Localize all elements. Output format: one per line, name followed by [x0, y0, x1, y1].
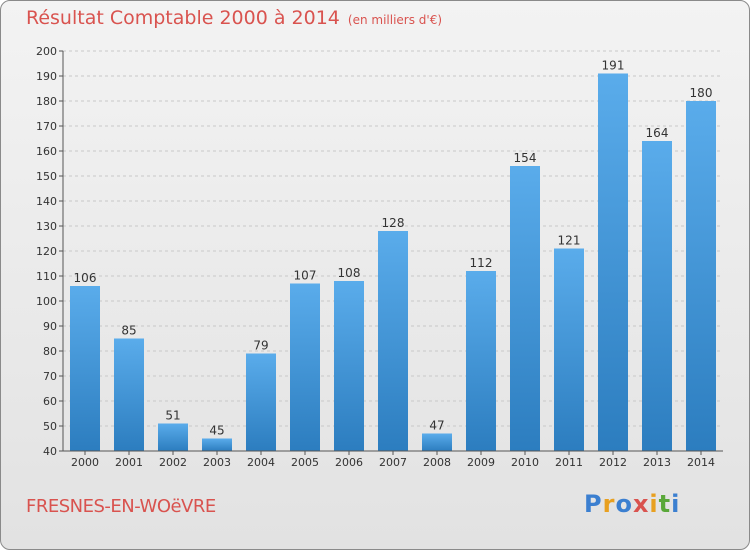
y-tick-label: 100 — [36, 295, 57, 308]
y-tick-label: 60 — [43, 395, 57, 408]
bar — [422, 433, 452, 451]
logo-letter: P — [584, 490, 603, 518]
x-tick-label: 2014 — [687, 456, 715, 469]
data-label: 191 — [602, 59, 625, 73]
x-tick-label: 2005 — [291, 456, 319, 469]
data-label: 45 — [209, 424, 224, 438]
x-tick-label: 2012 — [599, 456, 627, 469]
x-tick-label: 2001 — [115, 456, 143, 469]
data-label: 108 — [338, 266, 361, 280]
x-tick-label: 2009 — [467, 456, 495, 469]
y-tick-label: 180 — [36, 95, 57, 108]
bar — [202, 438, 232, 451]
data-label: 112 — [470, 256, 493, 270]
y-tick-label: 190 — [36, 70, 57, 83]
logo-letter: o — [615, 490, 633, 518]
bar — [466, 271, 496, 451]
y-tick-label: 120 — [36, 245, 57, 258]
y-tick-label: 200 — [36, 45, 57, 58]
x-tick-label: 2011 — [555, 456, 583, 469]
x-tick-label: 2002 — [159, 456, 187, 469]
bar — [510, 166, 540, 451]
x-tick-label: 2008 — [423, 456, 451, 469]
y-tick-label: 110 — [36, 270, 57, 283]
y-tick-label: 70 — [43, 370, 57, 383]
y-tick-label: 140 — [36, 195, 57, 208]
chart-subtitle: (en milliers d'€) — [347, 13, 443, 27]
y-tick-label: 50 — [43, 420, 57, 433]
logo-letter: x — [632, 490, 650, 518]
y-tick-label: 170 — [36, 120, 57, 133]
commune-name: FRESNES-EN-WOëVRE — [26, 496, 216, 517]
x-tick-label: 2006 — [335, 456, 363, 469]
bar — [378, 231, 408, 451]
data-label: 106 — [74, 271, 97, 285]
data-label: 85 — [121, 324, 136, 338]
y-tick-label: 80 — [43, 345, 57, 358]
logo-letter: t — [658, 490, 672, 518]
x-tick-label: 2010 — [511, 456, 539, 469]
data-label: 164 — [646, 126, 669, 140]
data-label: 121 — [558, 234, 581, 248]
x-tick-label: 2013 — [643, 456, 671, 469]
bar — [598, 73, 628, 451]
bar — [686, 101, 716, 451]
bar — [246, 353, 276, 451]
logo-letter: r — [602, 490, 616, 518]
data-label: 154 — [514, 151, 537, 165]
bar — [158, 423, 188, 451]
data-label: 107 — [294, 269, 317, 283]
y-tick-label: 40 — [43, 445, 57, 458]
data-label: 47 — [429, 419, 444, 433]
y-tick-label: 130 — [36, 220, 57, 233]
logo-letter: i — [671, 490, 681, 518]
y-tick-label: 160 — [36, 145, 57, 158]
bar — [554, 248, 584, 451]
data-label: 180 — [690, 86, 713, 100]
x-tick-label: 2007 — [379, 456, 407, 469]
x-tick-label: 2003 — [203, 456, 231, 469]
bar — [642, 141, 672, 451]
data-label: 79 — [253, 339, 268, 353]
chart-title: Résultat Comptable 2000 à 2014 (en millie… — [26, 7, 443, 29]
x-tick-label: 2004 — [247, 456, 275, 469]
bar — [334, 281, 364, 451]
bar — [70, 286, 100, 451]
logo-letter: i — [649, 490, 659, 518]
bar — [290, 283, 320, 451]
bar — [114, 338, 144, 451]
data-label: 51 — [165, 409, 180, 423]
x-tick-label: 2000 — [71, 456, 99, 469]
data-label: 128 — [382, 216, 405, 230]
proxiti-logo: Proxiti — [584, 490, 680, 518]
y-tick-label: 90 — [43, 320, 57, 333]
y-tick-label: 150 — [36, 170, 57, 183]
